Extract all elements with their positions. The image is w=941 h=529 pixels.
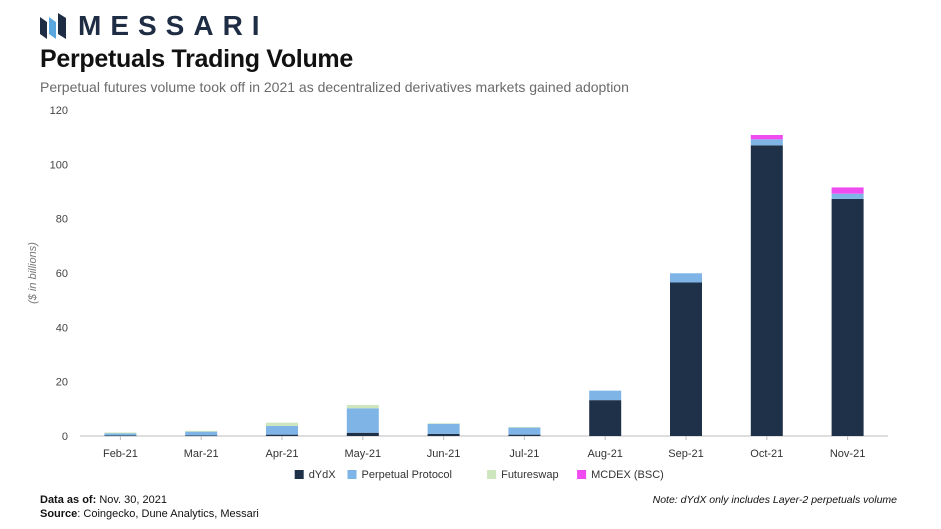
x-tick-label: Nov-21 xyxy=(830,448,865,460)
chart-subtitle: Perpetual futures volume took off in 202… xyxy=(40,79,629,95)
source: Source: Coingecko, Dune Analytics, Messa… xyxy=(40,508,259,520)
bar-segment xyxy=(831,198,864,436)
bar-segment xyxy=(427,423,460,434)
x-tick-label: Aug-21 xyxy=(587,448,622,460)
bar-segment xyxy=(831,193,864,199)
legend-label: Futureswap xyxy=(501,469,558,481)
bar-segment xyxy=(831,187,864,194)
y-tick-label: 40 xyxy=(56,322,68,334)
messari-logo: MESSARI xyxy=(40,10,269,41)
bar-segment xyxy=(427,423,460,424)
bar-segment xyxy=(508,427,541,435)
bar-segment xyxy=(266,422,298,426)
y-tick-label: 0 xyxy=(62,431,68,443)
legend-swatch xyxy=(294,470,304,479)
bar-segment xyxy=(346,405,379,409)
bar-segment xyxy=(750,134,783,140)
bar-segment xyxy=(266,425,298,435)
bar-segment xyxy=(266,434,298,436)
bar-segment xyxy=(427,433,460,436)
x-tick-label: Apr-21 xyxy=(265,448,298,460)
x-tick-label: Mar-21 xyxy=(184,448,219,460)
bar-segment xyxy=(346,432,379,436)
bar-segment xyxy=(104,435,137,437)
legend-label: MCDEX (BSC) xyxy=(591,469,664,481)
legend-label: Perpetual Protocol xyxy=(362,469,453,481)
x-tick-label: May-21 xyxy=(344,448,381,460)
legend-swatch xyxy=(487,470,497,479)
bar-segment xyxy=(750,139,783,146)
x-tick-label: Oct-21 xyxy=(750,448,783,460)
y-axis-title: ($ in billions) xyxy=(27,242,39,304)
y-tick-label: 60 xyxy=(56,268,68,280)
source-value: : Coingecko, Dune Analytics, Messari xyxy=(77,508,259,520)
x-tick-label: Jul-21 xyxy=(509,448,539,460)
stacked-bar-chart: 0 20 40 60 80 100 120 ($ in billions) Feb-21 Mar-… xyxy=(27,105,888,481)
chart-title: Perpetuals Trading Volume xyxy=(40,45,353,73)
bar-segment xyxy=(104,432,137,434)
bar-segment xyxy=(185,431,218,436)
data-as-of: Data as of: Nov. 30, 2021 xyxy=(40,494,167,506)
source-label: Source xyxy=(40,508,78,520)
legend-swatch xyxy=(347,470,357,479)
y-tick-label: 120 xyxy=(50,105,68,117)
bar-segment xyxy=(589,400,622,436)
x-tick-label: Jun-21 xyxy=(427,448,461,460)
y-tick-label: 100 xyxy=(50,159,68,171)
x-tick-label: Feb-21 xyxy=(103,448,138,460)
bar-segment xyxy=(346,408,379,433)
bar-segment xyxy=(104,433,137,436)
legend-label: dYdX xyxy=(309,469,337,481)
bar-segment xyxy=(670,273,702,283)
bar-segment xyxy=(750,145,783,437)
bar-segment xyxy=(508,427,541,428)
messari-logo-icon xyxy=(40,13,66,39)
legend-swatch xyxy=(577,470,587,479)
bar-segment xyxy=(508,434,541,436)
footnote: Note: dYdX only includes Layer-2 perpetu… xyxy=(652,494,897,506)
bar-segment xyxy=(185,435,218,437)
y-tick-label: 80 xyxy=(56,214,68,226)
bar-segment xyxy=(589,390,622,401)
data-as-of-label: Data as of: xyxy=(40,494,97,506)
bar-segment xyxy=(185,430,218,432)
y-tick-label: 20 xyxy=(56,377,68,389)
messari-wordmark: MESSARI xyxy=(78,10,269,41)
data-as-of-value: Nov. 30, 2021 xyxy=(99,494,167,506)
x-tick-label: Sep-21 xyxy=(668,448,703,460)
bar-segment xyxy=(670,282,702,436)
